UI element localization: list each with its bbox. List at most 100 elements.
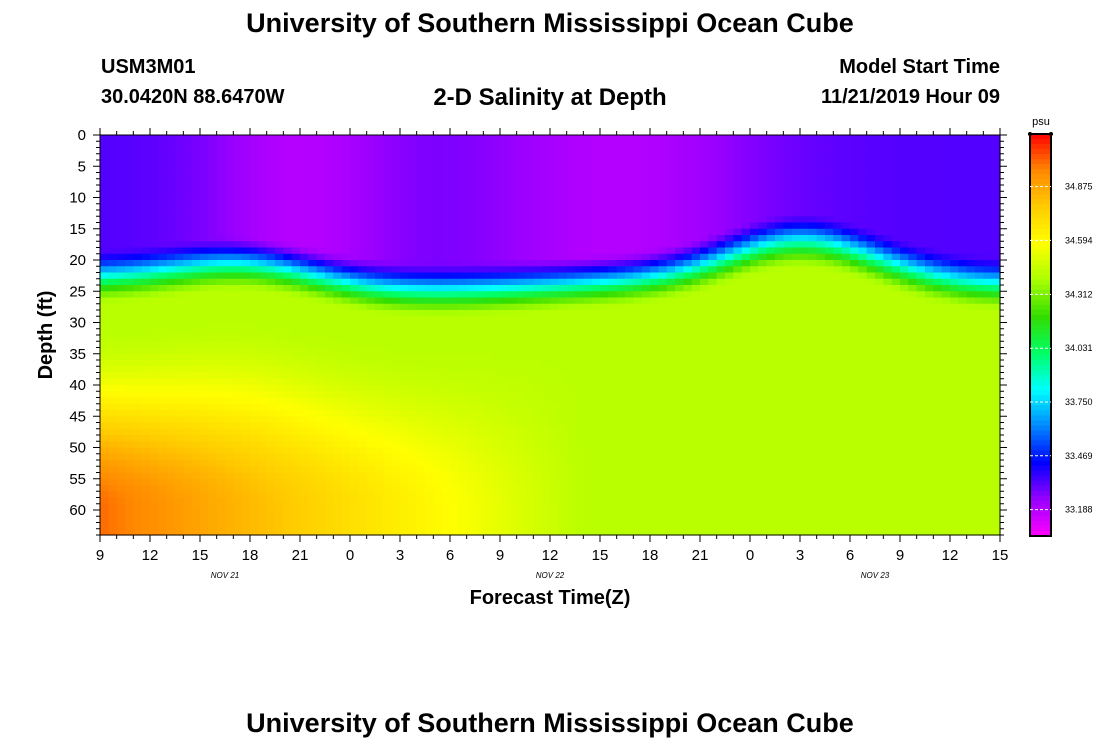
heatmap-cell (216, 328, 226, 336)
heatmap-cell (516, 247, 526, 255)
heatmap-cell (658, 160, 668, 167)
heatmap-cell (408, 222, 418, 230)
heatmap-cell (650, 160, 659, 167)
heatmap-cell (291, 310, 301, 317)
heatmap-cell (275, 453, 284, 461)
heatmap-cell (366, 172, 376, 180)
heatmap-cell (183, 472, 193, 480)
heatmap-cell (508, 147, 518, 155)
heatmap-cell (583, 253, 593, 261)
heatmap-cell (675, 147, 684, 155)
heatmap-cell (250, 272, 259, 280)
heatmap-cell (525, 191, 534, 199)
heatmap-cell (433, 297, 443, 305)
heatmap-cell (733, 510, 743, 517)
heatmap-cell (450, 466, 459, 474)
heatmap-cell (158, 203, 168, 211)
heatmap-cell (516, 353, 526, 361)
heatmap-cell (150, 491, 159, 499)
heatmap-cell (700, 278, 709, 286)
heatmap-cell (616, 216, 626, 224)
heatmap-cell (441, 447, 451, 455)
heatmap-cell (200, 241, 209, 249)
heatmap-cell (608, 172, 618, 180)
heatmap-cell (633, 503, 643, 511)
heatmap-cell (425, 210, 434, 217)
heatmap-cell (216, 185, 226, 192)
heatmap-cell (125, 147, 134, 155)
heatmap-cell (583, 522, 593, 530)
heatmap-cell (150, 291, 159, 299)
heatmap-cell (216, 135, 226, 142)
heatmap-cell (658, 347, 668, 355)
heatmap-cell (433, 341, 443, 349)
heatmap-cell (158, 216, 168, 224)
heatmap-cell (625, 503, 634, 511)
heatmap-cell (241, 366, 251, 374)
heatmap-cell (150, 485, 159, 492)
heatmap-cell (616, 147, 626, 155)
heatmap-cell (550, 416, 559, 424)
heatmap-cell (675, 416, 684, 424)
heatmap-cell (616, 160, 626, 167)
heatmap-cell (291, 516, 301, 524)
heatmap-cell (566, 347, 576, 355)
heatmap-cell (433, 478, 443, 486)
heatmap-cell (116, 472, 126, 480)
heatmap-cell (491, 428, 501, 436)
heatmap-cell (450, 235, 459, 242)
heatmap-cell (441, 297, 451, 305)
heatmap-cell (250, 410, 259, 417)
heatmap-cell (591, 385, 601, 392)
heatmap-cell (191, 366, 201, 374)
heatmap-cell (533, 416, 543, 424)
heatmap-cell (700, 466, 709, 474)
heatmap-cell (525, 366, 534, 374)
heatmap-cell (141, 222, 151, 230)
heatmap-cell (450, 247, 459, 255)
heatmap-cell (383, 503, 393, 511)
heatmap-cell (350, 410, 359, 417)
heatmap-cell (141, 478, 151, 486)
heatmap-cell (141, 347, 151, 355)
heatmap-cell (375, 335, 384, 342)
heatmap-cell (125, 528, 134, 536)
heatmap-cell (475, 253, 484, 261)
heatmap-cell (258, 422, 268, 430)
heatmap-cell (425, 260, 434, 267)
heatmap-cell (233, 147, 243, 155)
heatmap-cell (491, 466, 501, 474)
heatmap-cell (150, 310, 159, 317)
heatmap-cell (558, 435, 568, 442)
heatmap-cell (133, 266, 143, 274)
heatmap-cell (733, 222, 743, 230)
heatmap-cell (108, 491, 118, 499)
heatmap-cell (500, 203, 509, 211)
heatmap-cell (183, 503, 193, 511)
heatmap-cell (300, 528, 309, 536)
heatmap-cell (166, 260, 176, 267)
heatmap-cell (533, 166, 543, 174)
heatmap-cell (541, 447, 551, 455)
heatmap-cell (433, 241, 443, 249)
heatmap-cell (566, 310, 576, 317)
heatmap-cell (350, 441, 359, 449)
heatmap-cell (291, 460, 301, 467)
heatmap-cell (558, 303, 568, 311)
heatmap-cell (250, 197, 259, 205)
heatmap-cell (100, 272, 109, 280)
heatmap-cell (675, 172, 684, 180)
heatmap-cell (708, 341, 718, 349)
heatmap-cell (433, 466, 443, 474)
heatmap-cell (225, 272, 234, 280)
heatmap-cell (483, 241, 493, 249)
heatmap-cell (583, 497, 593, 505)
heatmap-cell (641, 322, 651, 330)
heatmap-cell (250, 422, 259, 430)
heatmap-cell (108, 253, 118, 261)
heatmap-cell (133, 372, 143, 380)
heatmap-cell (275, 222, 284, 230)
heatmap-cell (350, 135, 359, 142)
heatmap-cell (258, 528, 268, 536)
heatmap-cell (433, 472, 443, 480)
